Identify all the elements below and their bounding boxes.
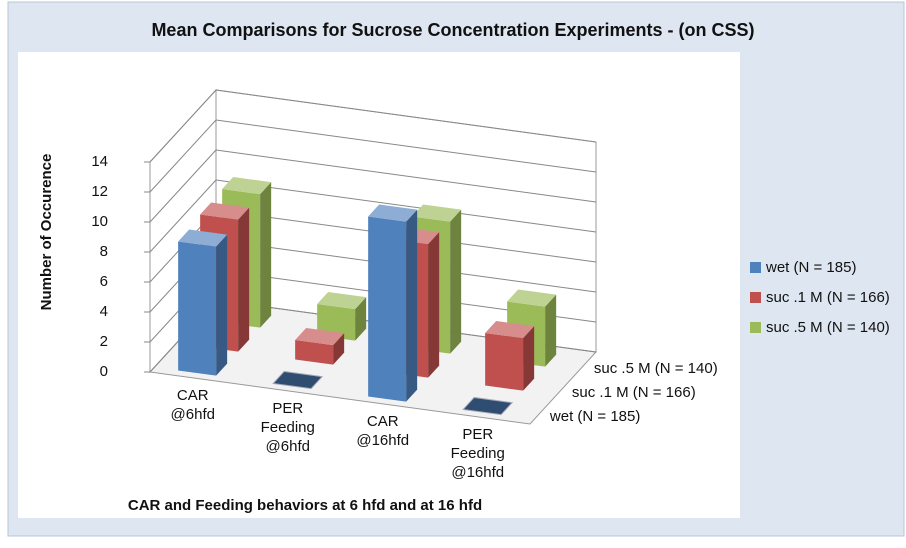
bar-top	[507, 289, 557, 307]
x-tick-label: PER Feeding @16hfd	[450, 425, 505, 481]
bar	[295, 327, 345, 365]
bar-front	[485, 332, 524, 391]
y-tick-label: 4	[100, 303, 108, 320]
legend-swatch	[750, 262, 761, 273]
bar-top	[462, 396, 514, 416]
legend-swatch	[750, 322, 761, 333]
bar-side	[238, 207, 250, 352]
y-tick-label: 14	[91, 153, 108, 170]
grid-line	[215, 149, 597, 203]
grid-line	[149, 119, 217, 193]
x-tick-label: CAR @6hfd	[170, 386, 215, 423]
bar	[368, 204, 418, 402]
bar	[485, 320, 535, 391]
y-tick-label: 2	[100, 333, 108, 350]
x-axis-title: CAR and Feeding behaviors at 6 hfd and a…	[128, 497, 482, 514]
bar-side	[260, 182, 272, 328]
grid-line	[149, 149, 217, 223]
legend-swatch	[750, 292, 761, 303]
grid-line	[215, 179, 597, 233]
bar-side	[333, 333, 345, 365]
bar-side	[450, 209, 462, 354]
legend-label: suc .5 M (N = 140)	[766, 319, 890, 336]
bar-top	[178, 229, 228, 247]
bar-side	[216, 234, 228, 376]
bar-side	[355, 297, 367, 341]
chart-title: Mean Comparisons for Sucrose Concentrati…	[151, 20, 754, 40]
bar	[178, 229, 228, 376]
legend-label: suc .1 M (N = 166)	[766, 289, 890, 306]
y-tick-label: 10	[91, 213, 108, 230]
bar-front	[368, 216, 407, 402]
depth-label: wet (N = 185)	[549, 408, 640, 425]
bar-side	[428, 232, 440, 378]
legend-label: wet (N = 185)	[765, 259, 856, 276]
bar-front	[178, 241, 217, 376]
grid-line	[215, 89, 597, 143]
y-axis-title: Number of Occurence	[38, 154, 55, 311]
bar-top	[412, 204, 462, 222]
grid-line	[215, 119, 597, 173]
y-tick-label: 6	[100, 273, 108, 290]
y-tick-label: 8	[100, 243, 108, 260]
depth-label: suc .5 M (N = 140)	[594, 360, 718, 377]
bar-side	[406, 209, 418, 402]
grid-line	[149, 179, 217, 253]
y-tick-label: 12	[91, 183, 108, 200]
depth-label: suc .1 M (N = 166)	[572, 384, 696, 401]
bar-top	[368, 204, 418, 222]
bar	[462, 396, 514, 416]
bar-top	[272, 370, 324, 390]
bar-top	[200, 202, 250, 220]
y-tick-label: 0	[100, 363, 108, 380]
bar	[272, 370, 324, 390]
bar-top	[485, 320, 535, 339]
bar-front	[295, 339, 334, 365]
bar-side	[523, 326, 535, 391]
grid-line	[149, 89, 217, 163]
bar-top	[295, 327, 345, 346]
x-tick-label: CAR @16hfd	[356, 412, 410, 449]
bar-side	[545, 294, 557, 367]
bar-top	[222, 176, 272, 195]
x-tick-label: PER Feeding @6hfd	[260, 399, 315, 455]
bar-top	[317, 291, 367, 310]
